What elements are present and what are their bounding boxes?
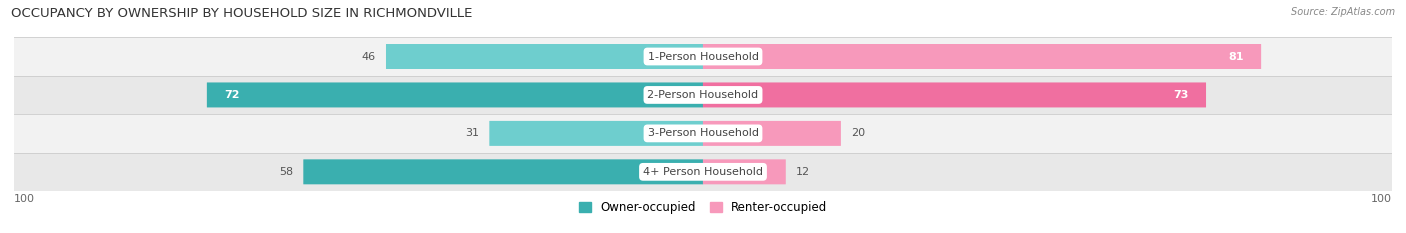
FancyBboxPatch shape — [14, 114, 1392, 153]
Text: 73: 73 — [1174, 90, 1188, 100]
FancyBboxPatch shape — [489, 121, 703, 146]
Text: 72: 72 — [224, 90, 239, 100]
Text: 46: 46 — [361, 51, 375, 62]
FancyBboxPatch shape — [703, 159, 786, 184]
Text: 100: 100 — [14, 194, 35, 204]
FancyBboxPatch shape — [14, 153, 1392, 191]
Text: 1-Person Household: 1-Person Household — [648, 51, 758, 62]
FancyBboxPatch shape — [14, 37, 1392, 76]
FancyBboxPatch shape — [304, 159, 703, 184]
Text: 2-Person Household: 2-Person Household — [647, 90, 759, 100]
FancyBboxPatch shape — [14, 76, 1392, 114]
FancyBboxPatch shape — [207, 82, 703, 107]
Text: 12: 12 — [796, 167, 810, 177]
Text: 20: 20 — [851, 128, 865, 138]
Text: 100: 100 — [1371, 194, 1392, 204]
Text: 3-Person Household: 3-Person Household — [648, 128, 758, 138]
FancyBboxPatch shape — [703, 121, 841, 146]
Text: 81: 81 — [1229, 51, 1244, 62]
Text: 58: 58 — [278, 167, 292, 177]
Text: 31: 31 — [465, 128, 479, 138]
FancyBboxPatch shape — [703, 44, 1261, 69]
FancyBboxPatch shape — [703, 82, 1206, 107]
Text: 4+ Person Household: 4+ Person Household — [643, 167, 763, 177]
FancyBboxPatch shape — [387, 44, 703, 69]
Text: OCCUPANCY BY OWNERSHIP BY HOUSEHOLD SIZE IN RICHMONDVILLE: OCCUPANCY BY OWNERSHIP BY HOUSEHOLD SIZE… — [11, 7, 472, 20]
Text: Source: ZipAtlas.com: Source: ZipAtlas.com — [1291, 7, 1395, 17]
Legend: Owner-occupied, Renter-occupied: Owner-occupied, Renter-occupied — [574, 197, 832, 219]
